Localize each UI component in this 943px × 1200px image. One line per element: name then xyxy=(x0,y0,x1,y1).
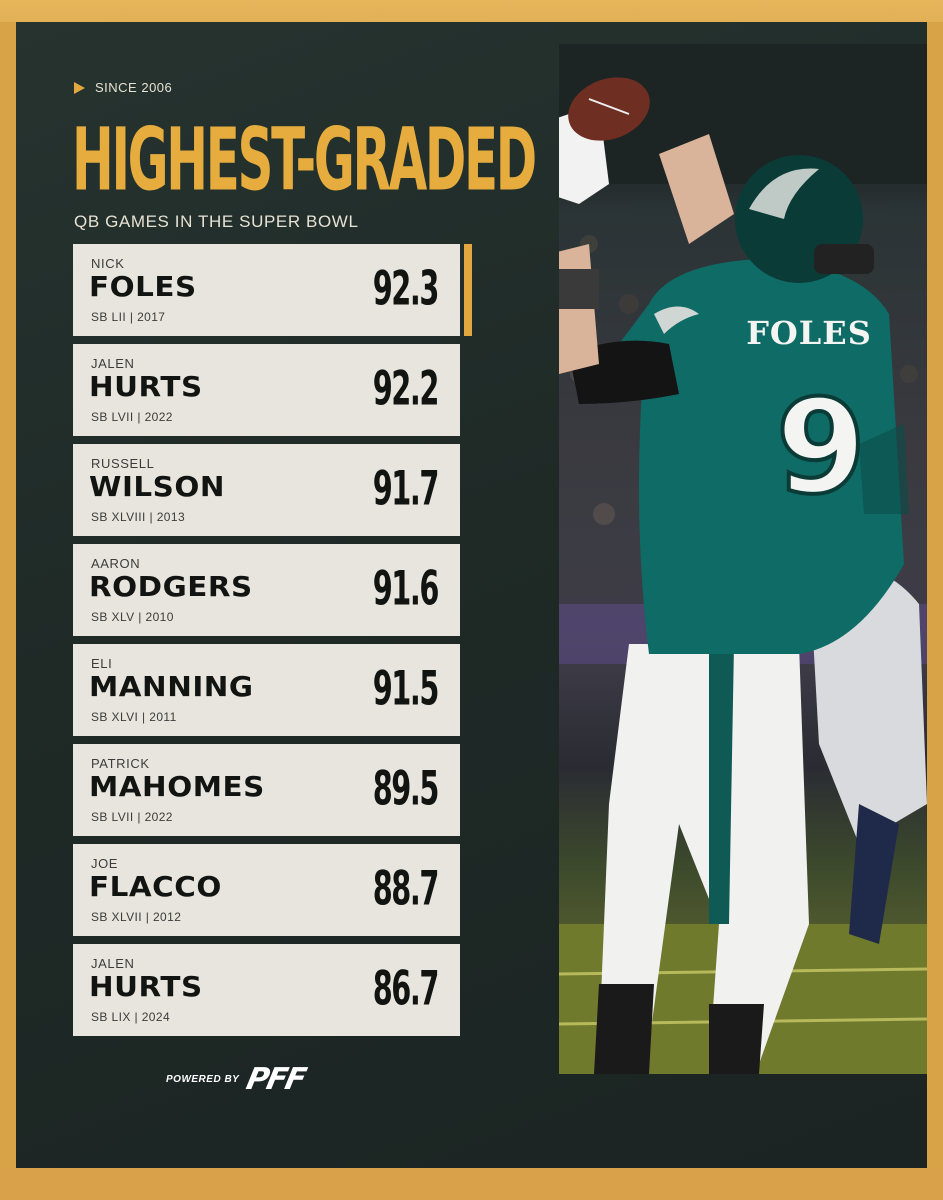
game-info: SB LVII | 2022 xyxy=(91,410,173,424)
ranking-row: NICK FOLES SB LII | 2017 92.3 xyxy=(73,244,472,336)
powered-by: POWERED BY PFF xyxy=(166,1062,308,1097)
ranking-row: AARON RODGERS SB XLV | 2010 91.6 xyxy=(73,544,460,636)
player-first-name: ELI xyxy=(91,656,113,671)
jersey-number: 9 xyxy=(776,371,866,523)
jersey-name: FOLES xyxy=(746,314,872,352)
ranking-row: JALEN HURTS SB LIX | 2024 86.7 xyxy=(73,944,460,1036)
game-info: SB XLV | 2010 xyxy=(91,610,174,624)
ranking-row: JOE FLACCO SB XLVII | 2012 88.7 xyxy=(73,844,460,936)
kicker: SINCE 2006 xyxy=(74,80,172,95)
kicker-text: SINCE 2006 xyxy=(95,80,173,95)
page-subtitle: QB GAMES IN THE SUPER BOWL xyxy=(74,212,359,231)
grade-value: 88.7 xyxy=(372,861,440,917)
ranking-row: RUSSELL WILSON SB XLVIII | 2013 91.7 xyxy=(73,444,460,536)
player-last-name: WILSON xyxy=(89,470,226,503)
player-last-name: MAHOMES xyxy=(89,770,265,803)
play-triangle-icon xyxy=(74,81,85,94)
ranking-row: JALEN HURTS SB LVII | 2022 92.2 xyxy=(73,344,460,436)
game-info: SB XLVII | 2012 xyxy=(91,910,182,924)
player-first-name: RUSSELL xyxy=(91,456,155,471)
game-info: SB LVII | 2022 xyxy=(91,810,173,824)
grade-value: 92.2 xyxy=(372,361,440,417)
grade-value: 91.6 xyxy=(372,561,440,617)
player-last-name: HURTS xyxy=(89,370,203,403)
player-last-name: MANNING xyxy=(89,670,254,703)
game-info: SB XLVIII | 2013 xyxy=(91,510,186,524)
grade-value: 92.3 xyxy=(372,261,440,317)
player-last-name: RODGERS xyxy=(89,570,253,603)
game-info: SB LIX | 2024 xyxy=(91,1010,171,1024)
grade-value: 91.7 xyxy=(372,461,440,517)
grade-value: 89.5 xyxy=(372,761,440,817)
grade-value: 86.7 xyxy=(372,961,440,1017)
player-first-name: JOE xyxy=(91,856,119,871)
player-first-name: JALEN xyxy=(91,956,135,971)
page-title: HIGHEST-GRADED xyxy=(72,111,537,211)
ranking-row: ELI MANNING SB XLVI | 2011 91.5 xyxy=(73,644,460,736)
game-info: SB LII | 2017 xyxy=(91,310,166,324)
card: SINCE 2006 HIGHEST-GRADED QB GAMES IN TH… xyxy=(16,22,927,1168)
game-info: SB XLVI | 2011 xyxy=(91,710,177,724)
player-photo: FOLES 9 xyxy=(559,44,927,1074)
player-first-name: PATRICK xyxy=(91,756,150,771)
pff-logo: PFF xyxy=(243,1062,309,1097)
ranking-list: NICK FOLES SB LII | 2017 92.3 JALEN HURT… xyxy=(73,244,472,1044)
player-last-name: FLACCO xyxy=(89,870,222,903)
powered-by-text: POWERED BY xyxy=(166,1074,240,1085)
ranking-row: PATRICK MAHOMES SB LVII | 2022 89.5 xyxy=(73,744,460,836)
player-illustration: FOLES 9 xyxy=(559,77,927,1074)
player-first-name: JALEN xyxy=(91,356,135,371)
player-last-name: HURTS xyxy=(89,970,203,1003)
player-first-name: NICK xyxy=(91,256,125,271)
player-last-name: FOLES xyxy=(89,270,197,303)
player-first-name: AARON xyxy=(91,556,141,571)
grade-value: 91.5 xyxy=(372,661,440,717)
